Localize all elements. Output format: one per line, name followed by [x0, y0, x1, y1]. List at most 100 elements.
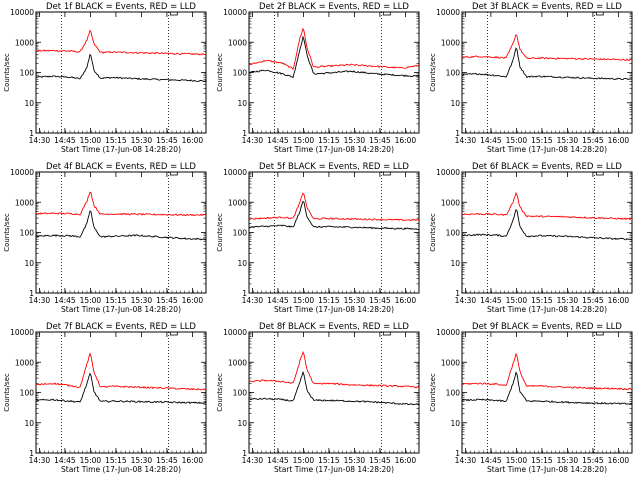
y-tick-label: 100 [446, 229, 461, 238]
x-tick-label: 14:30 [455, 136, 477, 145]
x-tick-label: 16:00 [395, 136, 417, 145]
y-tick-label: 1000 [15, 38, 34, 47]
x-tick-label: 15:30 [131, 456, 153, 465]
x-tick-label: 15:45 [369, 136, 391, 145]
x-tick-label: 15:00 [506, 296, 528, 305]
panel-title: Det 2f BLACK = Events, RED = LLD [259, 2, 409, 12]
y-tick-label: 10000 [436, 8, 460, 17]
x-tick-label: 14:30 [29, 456, 51, 465]
series-lld [35, 352, 207, 391]
x-tick-label: 14:45 [267, 136, 289, 145]
series-lld [461, 191, 633, 221]
x-tick-label: 15:15 [318, 296, 340, 305]
series-lld [248, 27, 420, 71]
y-tick-label: 10000 [436, 168, 460, 177]
x-tick-label: 15:00 [293, 456, 315, 465]
x-axis-label: Start Time (17-Jun-08 14:28:20) [487, 145, 607, 154]
x-tick-label: 15:00 [293, 296, 315, 305]
series-events [35, 372, 207, 405]
y-tick-label: 1 [242, 289, 247, 298]
y-tick-label: 1000 [228, 198, 247, 207]
x-tick-label: 14:30 [242, 136, 264, 145]
y-tick-label: 1 [29, 129, 34, 138]
y-axis-label: Counts/sec [3, 53, 11, 92]
x-tick-label: 15:15 [105, 456, 127, 465]
y-axis-label: Counts/sec [429, 213, 437, 252]
panel-title: Det 9f BLACK = Events, RED = LLD [472, 322, 622, 332]
x-tick-label: 14:45 [267, 456, 289, 465]
y-tick-label: 100 [20, 229, 35, 238]
x-tick-label: 15:15 [531, 136, 553, 145]
y-tick-label: 1000 [228, 358, 247, 367]
x-tick-label: 15:00 [506, 456, 528, 465]
series-events [35, 53, 207, 82]
x-tick-label: 14:30 [455, 296, 477, 305]
y-tick-label: 100 [446, 69, 461, 78]
x-tick-label: 15:15 [531, 456, 553, 465]
x-tick-label: 16:00 [608, 296, 630, 305]
series-events [248, 200, 420, 231]
panel-title: Det 5f BLACK = Events, RED = LLD [259, 162, 409, 172]
y-tick-label: 100 [233, 389, 248, 398]
x-tick-label: 16:00 [182, 296, 204, 305]
x-tick-label: 15:45 [156, 136, 178, 145]
y-axis-label: Counts/sec [3, 213, 11, 252]
x-tick-label: 15:15 [105, 296, 127, 305]
y-tick-label: 1000 [15, 198, 34, 207]
x-tick-label: 15:30 [131, 296, 153, 305]
legend-box [169, 171, 178, 176]
y-axis-label: Counts/sec [216, 53, 224, 92]
y-tick-label: 10000 [223, 8, 247, 17]
x-tick-label: 15:30 [344, 136, 366, 145]
panel-title: Det 7f BLACK = Events, RED = LLD [46, 322, 196, 332]
x-tick-label: 16:00 [182, 456, 204, 465]
x-tick-label: 14:45 [267, 296, 289, 305]
x-axis-label: Start Time (17-Jun-08 14:28:20) [274, 465, 394, 474]
series-events [461, 47, 633, 81]
panel-det-8: Det 8f BLACK = Events, RED = LLD 1 10 100 10… [216, 322, 420, 474]
y-tick-label: 10000 [223, 168, 247, 177]
y-axis-label: Counts/sec [3, 373, 11, 412]
legend-box [382, 11, 391, 16]
x-tick-label: 15:00 [80, 136, 102, 145]
y-tick-label: 10 [450, 419, 460, 428]
y-tick-label: 1 [29, 289, 34, 298]
y-tick-label: 1 [455, 449, 460, 458]
legend-box [382, 331, 391, 336]
panel-det-4: Det 4f BLACK = Events, RED = LLD 1 10 100 10… [3, 162, 207, 314]
y-tick-label: 10000 [10, 168, 34, 177]
y-tick-label: 10 [450, 99, 460, 108]
x-tick-label: 15:30 [557, 456, 579, 465]
panel-det-2: Det 2f BLACK = Events, RED = LLD 1 10 100 10… [216, 2, 420, 154]
series-lld [461, 33, 633, 62]
series-events [248, 35, 420, 79]
x-tick-label: 14:30 [29, 296, 51, 305]
x-tick-label: 14:45 [54, 296, 76, 305]
y-tick-label: 100 [233, 69, 248, 78]
x-tick-label: 14:45 [480, 136, 502, 145]
y-tick-label: 1000 [441, 358, 460, 367]
series-events [248, 370, 420, 406]
y-tick-label: 1 [242, 129, 247, 138]
x-tick-label: 14:45 [54, 136, 76, 145]
x-axis-label: Start Time (17-Jun-08 14:28:20) [61, 305, 181, 314]
panel-title: Det 1f BLACK = Events, RED = LLD [46, 2, 196, 12]
x-tick-label: 15:00 [80, 456, 102, 465]
x-axis-label: Start Time (17-Jun-08 14:28:20) [274, 145, 394, 154]
y-tick-label: 10 [237, 419, 247, 428]
y-tick-label: 1000 [441, 198, 460, 207]
y-tick-label: 10 [450, 259, 460, 268]
series-events [461, 371, 633, 405]
x-tick-label: 16:00 [395, 456, 417, 465]
x-axis-label: Start Time (17-Jun-08 14:28:20) [61, 465, 181, 474]
x-tick-label: 15:15 [531, 296, 553, 305]
x-tick-label: 15:00 [80, 296, 102, 305]
series-events [35, 210, 207, 241]
x-tick-label: 16:00 [395, 296, 417, 305]
x-tick-label: 15:30 [557, 296, 579, 305]
x-tick-label: 15:00 [293, 136, 315, 145]
y-tick-label: 1 [242, 449, 247, 458]
y-tick-label: 10000 [223, 328, 247, 337]
x-tick-label: 15:45 [156, 296, 178, 305]
y-tick-label: 10000 [436, 328, 460, 337]
